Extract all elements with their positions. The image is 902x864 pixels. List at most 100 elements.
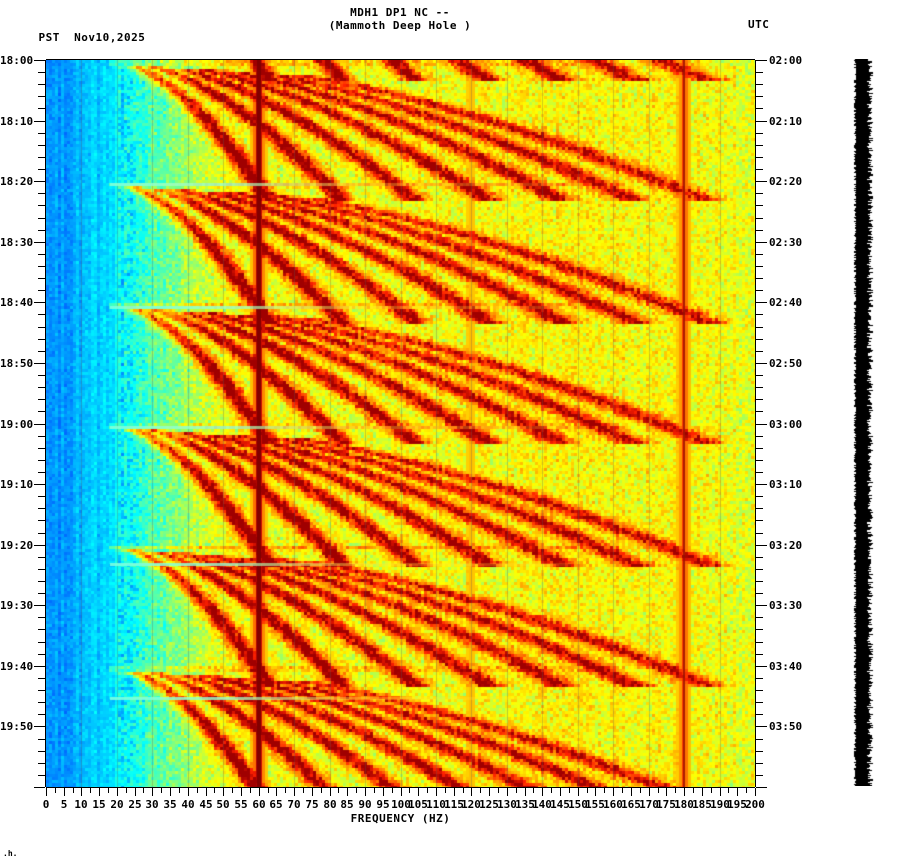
x-axis-label: 175 (656, 798, 676, 811)
x-axis-label: 50 (216, 798, 230, 811)
x-tick-minor (569, 788, 570, 793)
y-tick-minor-right (756, 254, 763, 255)
y-tick-major-right (756, 424, 767, 425)
y-tick-minor-right (756, 218, 763, 219)
x-axis-label: 5 (60, 798, 68, 811)
y-axis-label-right: 03:40 (769, 660, 803, 673)
y-axis-label-left: 18:40 (0, 296, 34, 309)
x-tick-minor (161, 788, 162, 793)
x-tick-major (81, 788, 82, 796)
x-axis-label: 105 (408, 798, 428, 811)
y-tick-minor-left (38, 569, 45, 570)
y-tick-minor-right (756, 508, 763, 509)
y-tick-minor-left (38, 218, 45, 219)
y-tick-minor-left (38, 533, 45, 534)
y-tick-minor-right (756, 533, 763, 534)
x-tick-major (365, 788, 366, 796)
y-tick-minor-right (756, 642, 763, 643)
y-tick-minor-left (38, 230, 45, 231)
y-tick-minor-right (756, 678, 763, 679)
x-tick-major (631, 788, 632, 796)
y-axis-label-left: 18:00 (0, 54, 34, 67)
x-tick-major (330, 788, 331, 796)
y-tick-major-left (34, 121, 45, 122)
page-title-station-name: (Mammoth Deep Hole ) (328, 19, 472, 32)
y-tick-major-right (756, 181, 767, 182)
y-tick-minor-right (756, 327, 763, 328)
y-tick-major-left (34, 666, 45, 667)
y-tick-major-right (756, 60, 767, 61)
y-tick-minor-left (38, 278, 45, 279)
y-tick-minor-right (756, 739, 763, 740)
y-tick-minor-left (38, 690, 45, 691)
y-tick-minor-right (756, 351, 763, 352)
x-tick-major (276, 788, 277, 796)
x-tick-minor (711, 788, 712, 793)
y-tick-minor-right (756, 266, 763, 267)
y-tick-major-right (756, 545, 767, 546)
y-tick-minor-right (756, 375, 763, 376)
y-axis-label-right: 02:40 (769, 296, 803, 309)
x-axis-label: 85 (340, 798, 354, 811)
x-tick-major (418, 788, 419, 796)
y-tick-minor-left (38, 254, 45, 255)
spectrogram-plot[interactable] (46, 60, 755, 787)
y-tick-minor-right (756, 629, 763, 630)
header-timezone-utc: UTC (748, 18, 770, 31)
x-tick-minor (533, 788, 534, 793)
y-tick-minor-right (756, 169, 763, 170)
x-axis-label: 125 (479, 798, 499, 811)
x-tick-minor (604, 788, 605, 793)
x-axis-label: 20 (110, 798, 124, 811)
y-tick-minor-left (38, 520, 45, 521)
header-timezone-pst: PST (38, 31, 60, 44)
x-axis-label: 15 (92, 798, 106, 811)
x-axis-label: 25 (128, 798, 142, 811)
header-date: Nov10,2025 (74, 31, 146, 44)
y-tick-major-right (756, 121, 767, 122)
x-tick-major (613, 788, 614, 796)
x-axis-label: 65 (269, 798, 283, 811)
y-tick-minor-left (38, 581, 45, 582)
y-tick-minor-left (38, 157, 45, 158)
x-axis-label: 115 (444, 798, 464, 811)
x-tick-minor (232, 788, 233, 793)
x-tick-major (99, 788, 100, 796)
x-tick-major (383, 788, 384, 796)
y-axis-label-right: 03:10 (769, 478, 803, 491)
header-left-timezone-date: PST Nov10,2025 (10, 18, 145, 57)
y-axis-label-right: 02:20 (769, 175, 803, 188)
y-tick-major-right (756, 787, 767, 788)
x-tick-minor (321, 788, 322, 793)
y-axis-label-left: 19:50 (0, 720, 34, 733)
axis-rail-right (755, 60, 756, 787)
y-axis-label-left: 18:10 (0, 115, 34, 128)
side-amplitude-trace (849, 59, 877, 786)
x-axis-label: 55 (234, 798, 248, 811)
x-axis-label: 90 (358, 798, 372, 811)
y-tick-minor-right (756, 205, 763, 206)
x-tick-minor (463, 788, 464, 793)
y-tick-minor-left (38, 205, 45, 206)
axis-rail-left (45, 60, 46, 787)
x-tick-minor (445, 788, 446, 793)
x-tick-major (560, 788, 561, 796)
y-axis-label-left: 18:20 (0, 175, 34, 188)
x-axis-label: 150 (568, 798, 588, 811)
axis-rail-bottom (46, 787, 755, 788)
y-tick-minor-right (756, 157, 763, 158)
y-tick-minor-right (756, 133, 763, 134)
x-tick-major (64, 788, 65, 796)
x-tick-major (223, 788, 224, 796)
x-tick-major (259, 788, 260, 796)
y-tick-major-right (756, 666, 767, 667)
y-tick-minor-right (756, 593, 763, 594)
x-tick-minor (143, 788, 144, 793)
y-axis-label-left: 18:50 (0, 357, 34, 370)
x-tick-minor (214, 788, 215, 793)
x-axis-label: 60 (252, 798, 266, 811)
y-axis-label-left: 19:30 (0, 599, 34, 612)
x-axis-label: 135 (515, 798, 535, 811)
y-tick-minor-left (38, 751, 45, 752)
y-tick-minor-left (38, 436, 45, 437)
